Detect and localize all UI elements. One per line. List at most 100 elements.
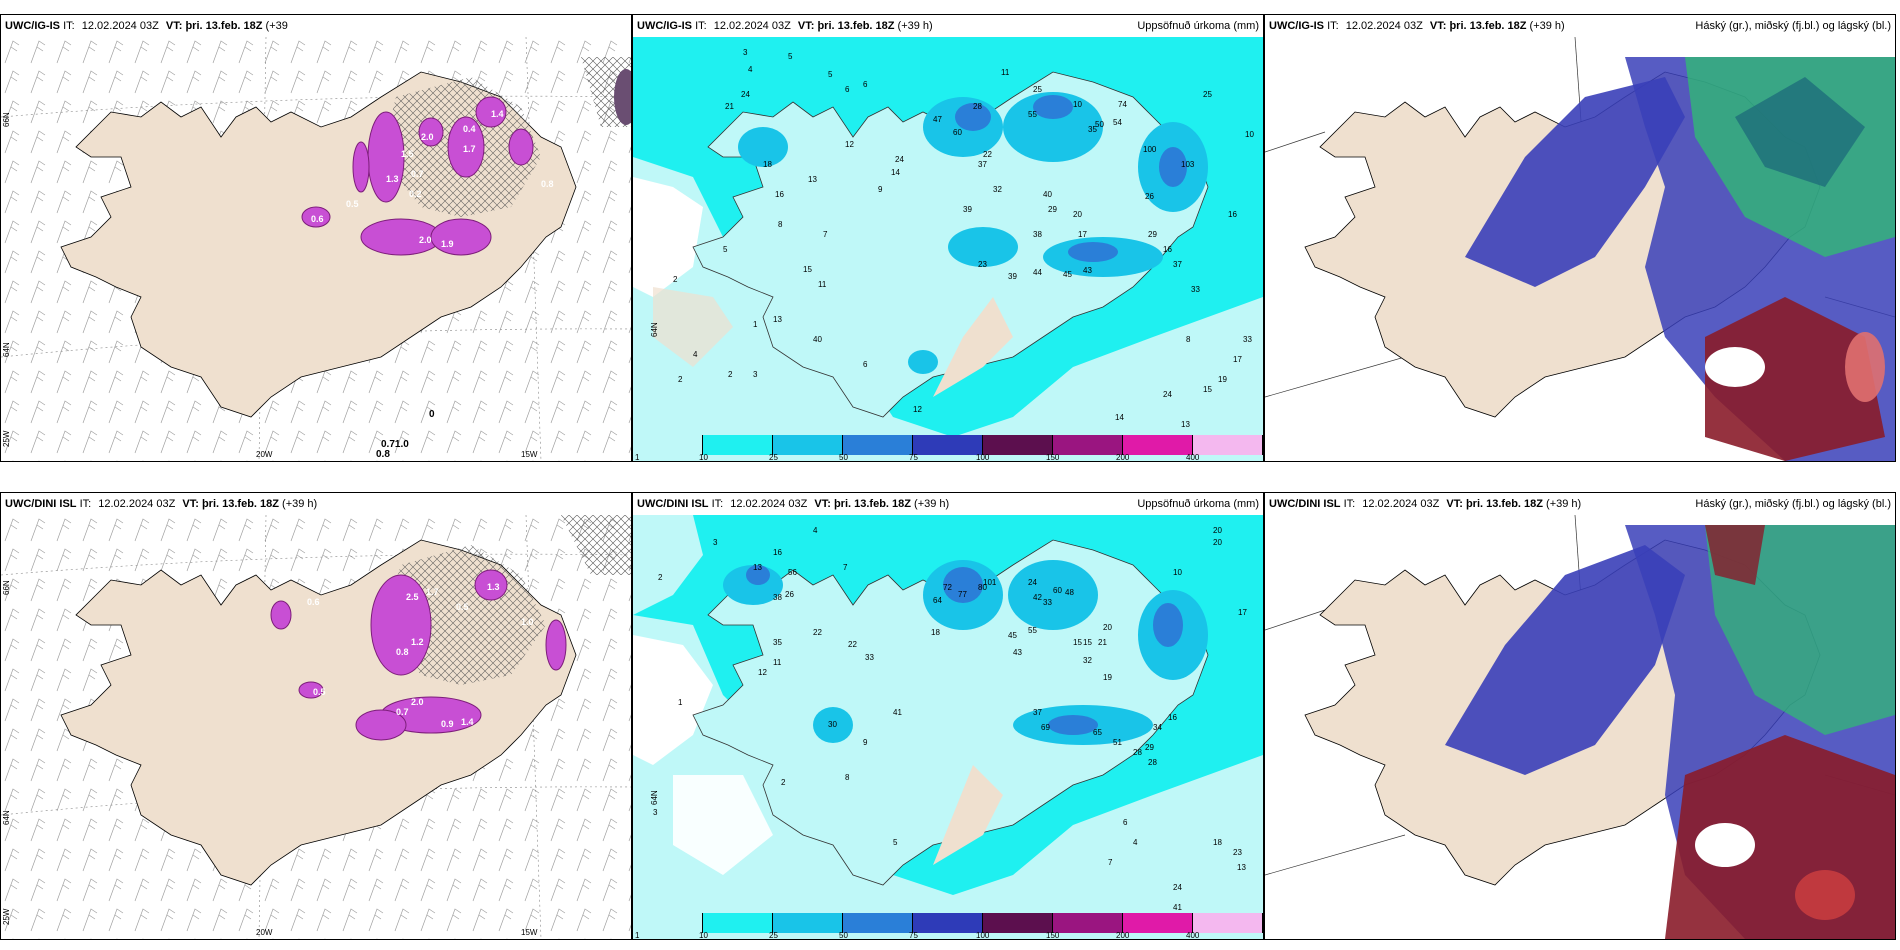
legend-label: 150: [1046, 931, 1060, 940]
precip-value: 24: [1163, 390, 1172, 399]
it-value: 12.02.2024 03Z: [98, 498, 176, 510]
model-name: UWC/IG-IS: [1269, 20, 1324, 32]
cloud-map: [1265, 515, 1895, 939]
precip-value: 45: [1063, 270, 1072, 279]
contour-value: 1.0: [521, 617, 534, 627]
model-name: UWC/DINI ISL: [5, 498, 77, 510]
precip-value: 60: [953, 128, 962, 137]
precip-value: 6: [1123, 818, 1128, 827]
precip-value: 24: [1173, 883, 1182, 892]
precip-value: 22: [813, 628, 822, 637]
vt-label: VT:: [1429, 20, 1447, 32]
wind-snow-map: 0.6 2.5 1.7 0.5 0.8 1.2 0.7 2.0 0.9 1.4 …: [1, 515, 631, 939]
precip-value: 24: [895, 155, 904, 164]
it-label: IT:: [63, 20, 75, 32]
precip-value: 25: [1033, 85, 1042, 94]
precip-value: 29: [1145, 743, 1154, 752]
precip-value: 37: [1173, 260, 1182, 269]
precip-value: 11: [1001, 68, 1010, 77]
precip-value: 40: [1043, 190, 1052, 199]
legend-label: 100: [976, 931, 990, 940]
panel-bottom-left: UWC/DINI ISL IT: 12.02.2024 03Z VT: þri.…: [0, 492, 632, 940]
precip-value: 12: [758, 668, 767, 677]
header-right: Háský (gr.), miðský (fj.bl.) og lágský (…: [1695, 498, 1891, 510]
header-left: UWC/DINI ISL IT: 12.02.2024 03Z VT: þri.…: [5, 498, 321, 510]
legend-swatch: [1053, 435, 1123, 455]
precip-value: 7: [1108, 858, 1113, 867]
lat-label: 66N: [2, 112, 11, 127]
vt-value: þri. 13.feb. 18Z: [1465, 498, 1543, 510]
legend-swatch: [703, 913, 773, 933]
precip-value: 72: [943, 583, 952, 592]
contour-value: 0.7: [411, 169, 424, 179]
vt-value: þri. 13.feb. 18Z: [1449, 20, 1527, 32]
precip-value: 13: [808, 175, 817, 184]
precip-value: 26: [1145, 192, 1154, 201]
legend-label: 100: [976, 453, 990, 462]
precip-value: 35: [773, 638, 782, 647]
lead-time: (+39: [265, 20, 288, 32]
lat-label: 64N: [2, 810, 11, 825]
precip-value: 13: [1181, 420, 1190, 429]
legend-label: 50: [839, 931, 848, 940]
precip-value: 100: [1143, 145, 1157, 154]
precip-value: 28: [1148, 758, 1157, 767]
lead-time: (+39 h): [282, 498, 318, 510]
panel-bottom-right: UWC/DINI ISL IT: 12.02.2024 03Z VT: þri.…: [1264, 492, 1896, 940]
legend-swatch: [633, 913, 703, 933]
panel-header: UWC/DINI ISL IT: 12.02.2024 03Z VT: þri.…: [1, 493, 631, 515]
precip-values: 3 5 4 24 21 6 5 6 47 60 11 28 22 25 55 1…: [673, 48, 1254, 429]
precip-value: 2: [658, 573, 663, 582]
precip-value: 42: [1033, 593, 1042, 602]
legend-swatch: [773, 435, 843, 455]
precip-value: 28: [973, 102, 982, 111]
contour-value: 0.5: [346, 199, 359, 209]
precip-value: 64: [933, 596, 942, 605]
precip-value: 15: [1083, 638, 1092, 647]
legend-label: 1: [635, 453, 640, 462]
precip-value: 17: [1238, 608, 1247, 617]
precip-blobs: [738, 92, 1208, 374]
snow-contours: [301, 96, 534, 256]
contour-value: 0.6: [311, 214, 324, 224]
precip-value: 1: [753, 320, 758, 329]
precip-value: 2: [781, 778, 786, 787]
precip-value: 14: [891, 168, 900, 177]
precip-value: 5: [788, 52, 793, 61]
header-right: Uppsöfnuð úrkoma (mm): [1137, 20, 1259, 32]
precip-value: 3: [753, 370, 758, 379]
lead-time: (+39 h): [1546, 498, 1582, 510]
legend-label: 10: [699, 453, 708, 462]
precip-value: 13: [753, 563, 762, 572]
lead-time: (+39 h): [897, 20, 933, 32]
model-name: UWC/IG-IS: [637, 20, 692, 32]
contour-value: 0.6: [307, 597, 320, 607]
lon-label: 20W: [256, 450, 273, 459]
model-name: UWC/DINI ISL: [1269, 498, 1341, 510]
precip-value: 16: [1163, 245, 1172, 254]
contour-value: 2.0: [411, 697, 424, 707]
lead-time: (+39 h): [914, 498, 950, 510]
precip-blobs: [723, 560, 1208, 745]
precip-value: 43: [1013, 648, 1022, 657]
legend-swatch: [1123, 913, 1193, 933]
precip-value: 22: [983, 150, 992, 159]
legend-swatch: [1053, 913, 1123, 933]
header-left: UWC/DINI ISL IT: 12.02.2024 03Z VT: þri.…: [1269, 498, 1585, 510]
precip-value: 43: [1083, 266, 1092, 275]
legend-label: 200: [1116, 931, 1130, 940]
panel-header: UWC/IG-IS IT: 12.02.2024 03Z VT: þri. 13…: [1265, 15, 1895, 37]
legend-label: 75: [909, 453, 918, 462]
precip-value: 18: [1213, 838, 1222, 847]
vt-label: VT:: [165, 20, 183, 32]
precip-value: 23: [978, 260, 987, 269]
vt-value: þri. 13.feb. 18Z: [833, 498, 911, 510]
precip-value: 9: [863, 738, 868, 747]
precip-value: 2: [728, 370, 733, 379]
contour-value: 0.7: [396, 707, 409, 717]
precip-value: 38: [1033, 230, 1042, 239]
precip-value: 11: [773, 658, 782, 667]
precip-value: 15: [1203, 385, 1212, 394]
precip-value: 17: [1233, 355, 1242, 364]
precip-value: 2: [673, 275, 678, 284]
